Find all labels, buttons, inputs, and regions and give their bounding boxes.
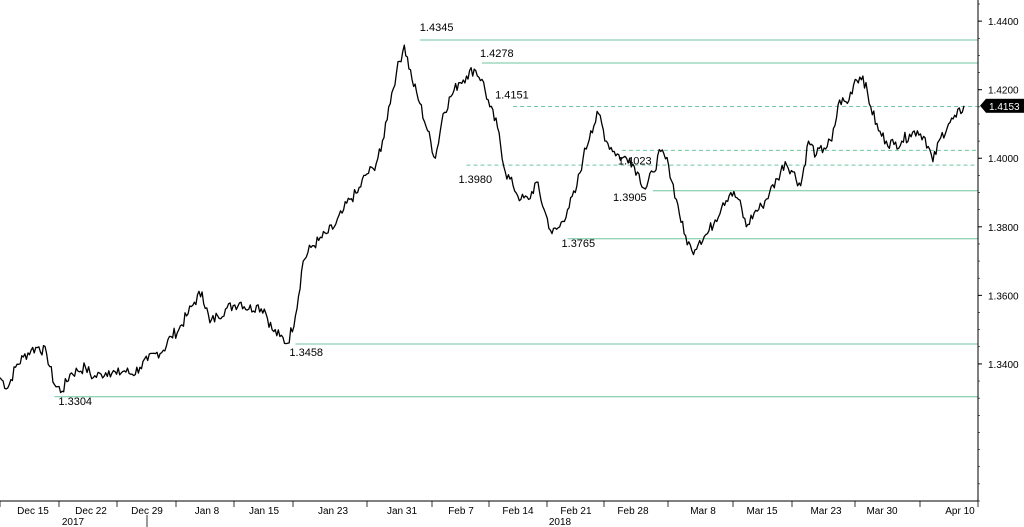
level-label: 1.4151: [495, 89, 529, 101]
level-label: 1.3458: [289, 347, 323, 359]
x-tick-label: Mar 30: [866, 506, 898, 517]
x-tick-label: Dec 29: [131, 506, 163, 517]
x-tick-label: Mar 8: [690, 506, 716, 517]
x-tick-label: Apr 10: [945, 506, 975, 517]
y-tick-label: 1.4000: [988, 154, 1019, 165]
x-tick-label: Jan 15: [249, 506, 279, 517]
x-year-label: 2017: [62, 517, 85, 527]
x-tick-label: Mar 23: [810, 506, 842, 517]
level-label: 1.3980: [458, 174, 492, 186]
last-value-label: 1.4153: [989, 102, 1020, 113]
x-tick-label: Dec 15: [17, 506, 49, 517]
y-axis: 1.3400 1.3600 1.3800 1.4000 1.4200 1.4400 1.41…: [977, 0, 1024, 502]
y-tick-label: 1.3800: [988, 223, 1019, 234]
x-tick-label: Mar 15: [746, 506, 778, 517]
level-label: 1.4345: [420, 22, 454, 34]
x-tick-label: Jan 23: [318, 506, 348, 517]
x-year-label: 2018: [549, 517, 572, 527]
x-tick-label: Feb 21: [560, 506, 592, 517]
level-label: 1.4278: [480, 48, 514, 60]
level-label: 1.3765: [562, 238, 596, 250]
x-axis: Dec 15 Dec 22 Dec 29 Jan 8 Jan 15 Jan 23 Jan 3…: [0, 500, 979, 527]
x-tick-label: Jan 31: [387, 506, 417, 517]
last-value-pointer: [980, 98, 986, 113]
level-lines: 1.43451.42781.41511.40231.39801.39051.37…: [54, 22, 978, 408]
y-tick-label: 1.3400: [988, 360, 1019, 371]
x-tick-label: Feb 7: [448, 506, 474, 517]
y-tick-label: 1.3600: [988, 291, 1019, 302]
y-tick-label: 1.4400: [988, 17, 1019, 28]
price-line: [0, 44, 965, 394]
x-tick-label: Dec 22: [75, 506, 107, 517]
price-series: [0, 44, 965, 394]
x-tick-label: Feb 28: [617, 506, 649, 517]
level-label: 1.3304: [58, 396, 92, 408]
level-label: 1.3905: [613, 192, 647, 204]
last-value-tag: [986, 98, 1024, 113]
y-tick-label: 1.4200: [988, 86, 1019, 97]
x-tick-label: Feb 14: [502, 506, 534, 517]
x-tick-label: Jan 8: [195, 506, 220, 517]
